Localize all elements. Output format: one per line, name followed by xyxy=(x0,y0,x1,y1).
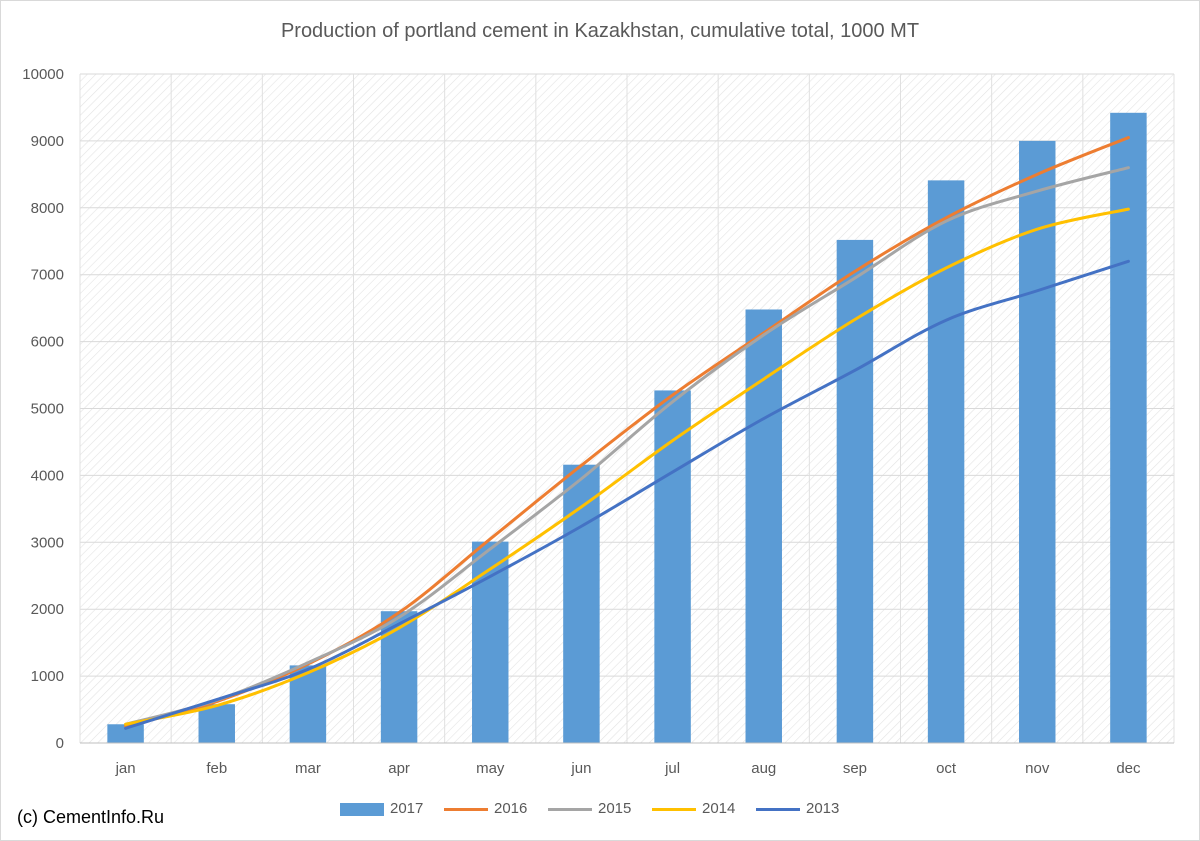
x-tick-label: sep xyxy=(843,760,867,777)
x-tick-label: mar xyxy=(295,760,321,777)
y-tick-label: 2000 xyxy=(31,601,64,618)
legend-item-2014: 2014 xyxy=(652,799,756,821)
bar-2017-feb xyxy=(198,704,235,743)
legend-label: 2016 xyxy=(494,800,528,817)
line-2013 xyxy=(124,259,1130,730)
x-tick-label: jun xyxy=(570,760,591,777)
bar-2017-jan xyxy=(107,724,144,743)
legend-label: 2017 xyxy=(390,800,424,817)
y-tick-label: 9000 xyxy=(31,133,64,150)
x-tick-label: feb xyxy=(206,760,227,777)
credit-text: (c) CementInfo.Ru xyxy=(17,807,165,827)
x-tick-label: aug xyxy=(751,760,776,777)
legend: 2017 2016 2015 2014 2013 xyxy=(0,799,1200,821)
x-tick-label: jul xyxy=(664,760,680,777)
x-tick-label: nov xyxy=(1025,760,1050,777)
y-tick-label: 4000 xyxy=(31,467,64,484)
legend-item-2015: 2015 xyxy=(548,799,652,821)
y-tick-label: 3000 xyxy=(31,534,64,551)
y-tick-label: 8000 xyxy=(31,200,64,217)
legend-swatch-2017 xyxy=(340,803,384,816)
legend-label: 2014 xyxy=(702,800,736,817)
y-tick-label: 1000 xyxy=(31,668,64,685)
legend-swatch-2015 xyxy=(548,808,592,811)
y-tick-label: 7000 xyxy=(31,267,64,284)
bar-2017-sep xyxy=(836,239,874,744)
bar-2017-aug xyxy=(745,309,782,743)
x-tick-label: oct xyxy=(936,760,957,777)
legend-item-2013: 2013 xyxy=(756,799,860,821)
chart-title: Production of portland cement in Kazakhs… xyxy=(280,20,920,42)
x-tick-label: apr xyxy=(388,760,410,777)
y-tick-label: 6000 xyxy=(31,334,64,351)
y-tick-label: 10000 xyxy=(22,66,64,83)
bar-2017-jun xyxy=(563,464,600,743)
y-tick-label: 0 xyxy=(56,735,64,752)
legend-label: 2013 xyxy=(806,800,840,817)
line-2014 xyxy=(124,207,1130,726)
legend-item-2016: 2016 xyxy=(444,799,548,821)
y-axis: 0 1000 2000 3000 4000 5000 6000 7000 8000 9000 100… xyxy=(22,66,64,752)
bar-2017-jul xyxy=(654,390,691,743)
y-tick-label: 5000 xyxy=(31,401,64,418)
line-2015 xyxy=(124,166,1130,726)
legend-swatch-2016 xyxy=(444,808,488,811)
x-tick-label: dec xyxy=(1116,760,1141,777)
legend-label: 2015 xyxy=(598,800,632,817)
legend-item-2017: 2017 xyxy=(340,799,444,821)
x-tick-label: jan xyxy=(115,760,136,777)
bar-2017-may xyxy=(472,541,509,743)
x-axis: jan feb mar apr may jun jul aug sep oct nov dec xyxy=(80,742,1174,777)
bar-2017-dec xyxy=(1110,112,1147,743)
legend-swatch-2013 xyxy=(756,808,800,811)
bar-2017-nov xyxy=(1019,140,1056,743)
line-series xyxy=(124,136,1130,730)
legend-swatch-2014 xyxy=(652,808,696,811)
x-tick-label: may xyxy=(476,760,505,777)
bar-2017-oct xyxy=(927,180,965,744)
